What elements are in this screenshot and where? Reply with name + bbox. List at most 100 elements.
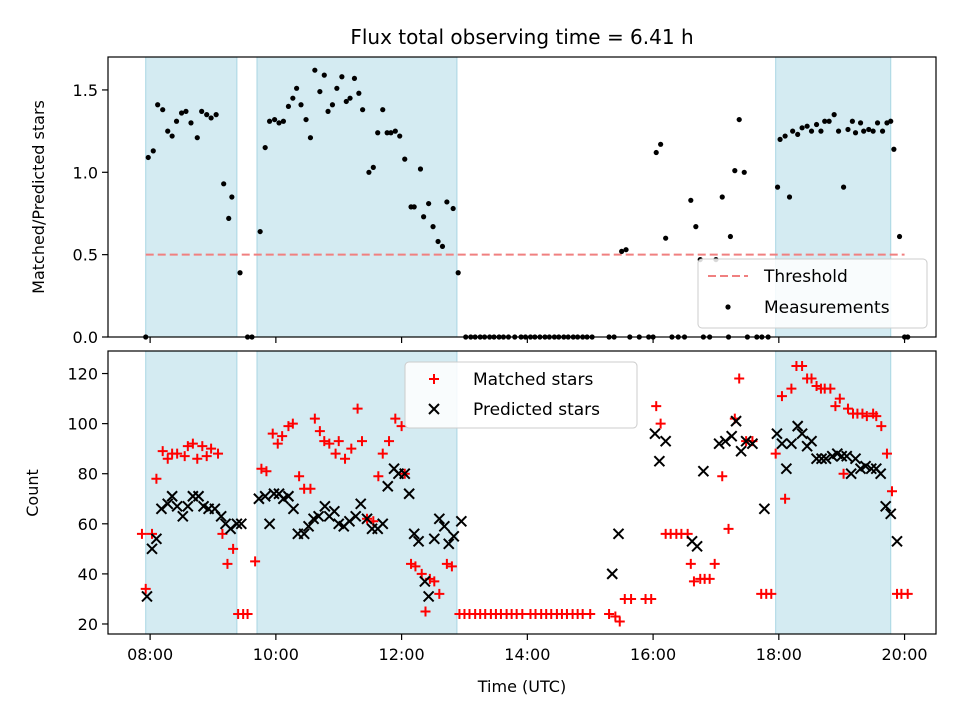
matched-star-point <box>734 373 745 384</box>
measurement-point <box>339 74 345 80</box>
matched-star-point <box>881 448 892 459</box>
measurement-point <box>285 103 292 110</box>
matched-star-point <box>786 383 797 394</box>
measurement-point <box>150 148 156 154</box>
x-tick-label: 12:00 <box>379 645 425 664</box>
y-tick-label: 40 <box>78 565 98 584</box>
matched-star-point <box>151 473 162 484</box>
measurement-point <box>375 130 381 136</box>
matched-star-point <box>717 471 728 482</box>
predicted-star-point <box>177 510 189 522</box>
matched-star-point <box>277 431 288 442</box>
predicted-star-point <box>146 543 158 555</box>
measurement-point <box>417 166 424 172</box>
predicted-star-point <box>810 452 823 465</box>
x-tick-label: 14:00 <box>504 645 550 664</box>
legend-predicted-label: Predicted stars <box>473 400 600 420</box>
legend-box <box>404 361 638 429</box>
predicted-star-point <box>150 533 163 545</box>
matched-star-point <box>162 453 173 464</box>
measurement-point <box>183 108 189 114</box>
matched-star-point <box>766 588 777 599</box>
measurement-point <box>165 128 171 134</box>
measurement-point <box>826 118 832 124</box>
measurement-point <box>421 214 427 220</box>
matched-star-point <box>861 411 872 422</box>
measurement-point <box>213 112 219 118</box>
predicted-star-point <box>746 437 759 450</box>
predicted-star-point <box>235 518 247 530</box>
measurement-point <box>727 233 734 240</box>
y-tick-label: 60 <box>78 515 98 534</box>
predicted-star-point <box>845 468 857 480</box>
y-tick-label: 0.0 <box>73 328 98 347</box>
measurement-point <box>145 154 151 161</box>
measurement-point <box>226 215 232 222</box>
predicted-star-point <box>298 528 310 540</box>
y-tick-label: 1.0 <box>73 163 98 182</box>
measurement-point <box>840 184 847 190</box>
predicted-star-point <box>649 427 661 440</box>
matched-star-point <box>610 611 621 622</box>
measurement-point <box>388 130 394 136</box>
measurement-point <box>619 248 625 254</box>
predicted-star-point <box>796 427 808 440</box>
measurement-point <box>272 116 278 123</box>
predicted-star-point <box>166 490 178 502</box>
predicted-star-point <box>287 503 300 515</box>
measurement-point <box>741 169 747 175</box>
measurement-point <box>804 123 810 129</box>
measurement-point <box>795 131 801 138</box>
measurement-point <box>835 128 842 134</box>
measurement-point <box>221 181 227 187</box>
measurement-point <box>262 144 268 151</box>
matched-star-point <box>314 426 325 437</box>
matched-star-point <box>182 441 193 452</box>
measurement-point <box>194 135 200 141</box>
predicted-star-point <box>713 437 725 450</box>
predicted-star-point <box>885 508 897 520</box>
predicted-star-point <box>606 568 618 580</box>
matched-star-point <box>651 401 662 412</box>
measurement-point <box>294 85 300 91</box>
matched-star-point <box>179 451 190 462</box>
y-tick-label: 20 <box>78 615 98 634</box>
matched-star-point <box>222 558 233 569</box>
measurement-point <box>845 126 851 133</box>
measurement-point <box>351 75 358 82</box>
predicted-star-point <box>691 540 703 553</box>
measurement-point <box>360 107 366 113</box>
predicted-star-point <box>377 518 389 530</box>
predicted-star-point <box>319 500 331 512</box>
predicted-star-point <box>403 488 415 500</box>
predicted-star-point <box>399 468 411 480</box>
predicted-star-point <box>382 480 394 492</box>
measurement-point <box>866 126 872 133</box>
measurement-point <box>402 156 408 162</box>
matched-star-point <box>723 523 734 534</box>
predicted-star-point <box>328 505 341 517</box>
predicted-star-point <box>302 520 315 533</box>
measurement-point <box>334 85 340 91</box>
matched-star-point <box>825 383 836 394</box>
measurement-point <box>257 228 263 235</box>
predicted-star-point <box>879 500 892 512</box>
measurement-point <box>874 120 881 126</box>
legend-predicted-swatch <box>428 403 440 415</box>
matched-star-point <box>770 448 781 459</box>
measurement-point <box>229 194 235 200</box>
matched-star-point <box>340 453 351 464</box>
measurement-point <box>370 164 376 170</box>
predicted-star-point <box>448 530 460 543</box>
matched-star-point <box>384 436 395 447</box>
predicted-star-point <box>171 500 183 512</box>
measurement-point <box>199 108 205 114</box>
predicted-star-point <box>419 575 431 588</box>
plot-frame <box>107 56 937 338</box>
measurement-point <box>173 118 180 124</box>
measurement-point <box>444 199 450 205</box>
matched-star-point <box>685 558 696 569</box>
measurement-point <box>455 270 461 276</box>
top-y-axis-label: Matched/Predicted stars <box>29 100 48 294</box>
matched-star-point <box>834 393 845 404</box>
